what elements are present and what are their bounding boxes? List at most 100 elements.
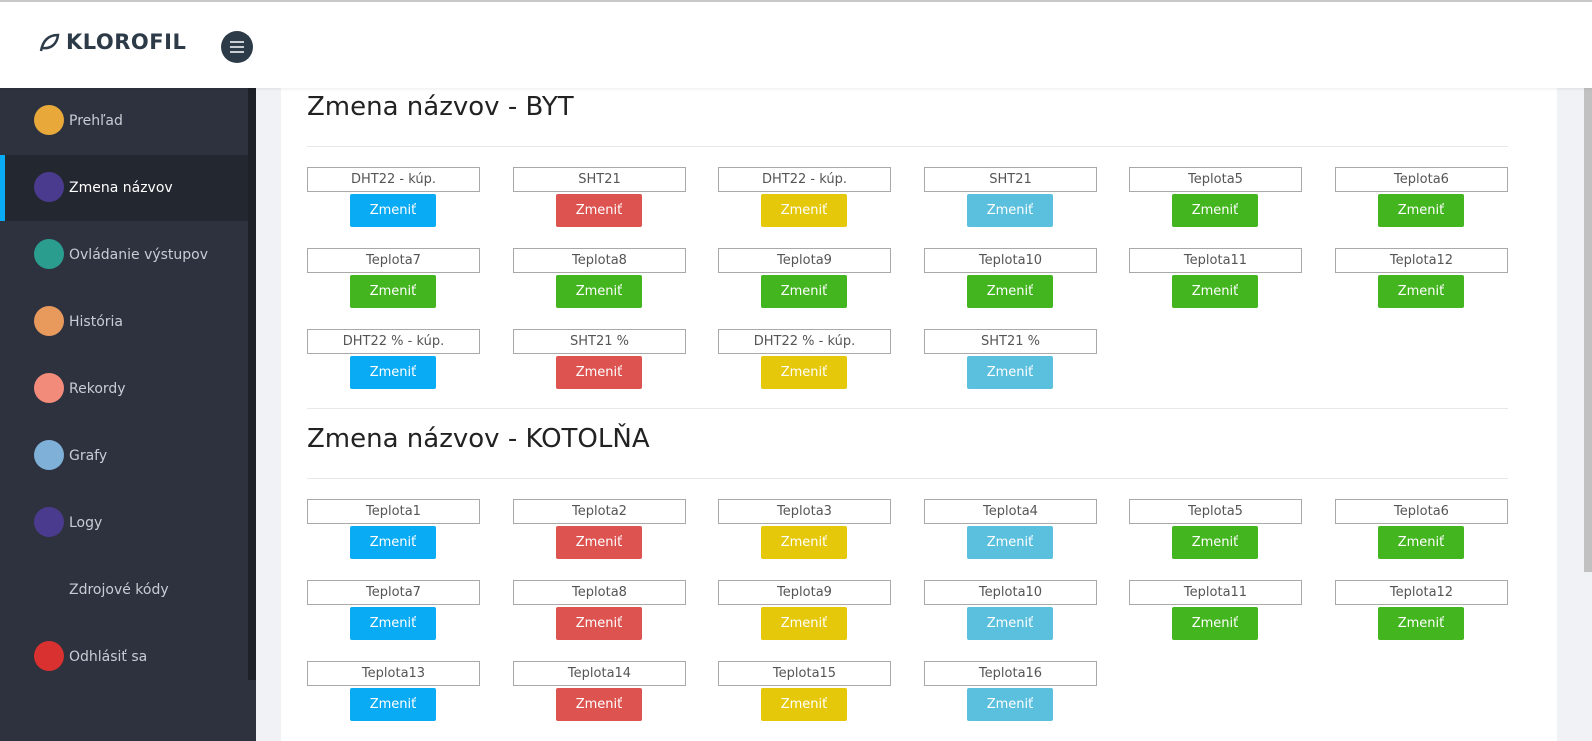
name-input[interactable]: Teplota6 bbox=[1335, 499, 1508, 524]
name-input[interactable]: Teplota8 bbox=[513, 580, 686, 605]
name-input[interactable]: Teplota10 bbox=[924, 248, 1097, 273]
name-input[interactable]: Teplota6 bbox=[1335, 167, 1508, 192]
name-input[interactable]: Teplota5 bbox=[1129, 499, 1302, 524]
name-input[interactable]: Teplota16 bbox=[924, 661, 1097, 686]
name-input[interactable]: SHT21 % bbox=[924, 329, 1097, 354]
nav-item[interactable]: Zmena názvov bbox=[0, 155, 248, 221]
divider bbox=[307, 146, 1508, 147]
name-input[interactable]: Teplota15 bbox=[718, 661, 891, 686]
nav-item[interactable]: Ovládanie výstupov bbox=[0, 222, 248, 288]
name-input[interactable]: Teplota1 bbox=[307, 499, 480, 524]
section-title: Zmena názvov - KOTOLŇA bbox=[307, 424, 650, 454]
name-input[interactable]: Teplota5 bbox=[1129, 167, 1302, 192]
name-input[interactable]: Teplota11 bbox=[1129, 580, 1302, 605]
change-button[interactable]: Zmeniť bbox=[556, 194, 642, 227]
name-input[interactable]: Teplota9 bbox=[718, 580, 891, 605]
name-input[interactable]: Teplota14 bbox=[513, 661, 686, 686]
name-input[interactable]: Teplota12 bbox=[1335, 248, 1508, 273]
change-button[interactable]: Zmeniť bbox=[350, 688, 436, 721]
change-button[interactable]: Zmeniť bbox=[967, 356, 1053, 389]
divider bbox=[307, 408, 1508, 409]
change-button[interactable]: Zmeniť bbox=[1172, 526, 1258, 559]
nav-icon bbox=[34, 306, 64, 336]
name-input[interactable]: Teplota7 bbox=[307, 580, 480, 605]
change-button[interactable]: Zmeniť bbox=[761, 194, 847, 227]
header: KLOROFIL bbox=[0, 0, 1592, 88]
nav-icon bbox=[34, 239, 64, 269]
name-input[interactable]: Teplota4 bbox=[924, 499, 1097, 524]
divider bbox=[307, 478, 1508, 479]
change-button[interactable]: Zmeniť bbox=[1378, 526, 1464, 559]
change-button[interactable]: Zmeniť bbox=[556, 688, 642, 721]
logo: KLOROFIL bbox=[66, 30, 187, 54]
nav-item[interactable]: Logy bbox=[0, 490, 248, 556]
nav-label: Grafy bbox=[69, 448, 108, 464]
change-button[interactable]: Zmeniť bbox=[1378, 275, 1464, 308]
nav-label: Odhlásiť sa bbox=[69, 649, 148, 665]
nav-item[interactable]: Rekordy bbox=[0, 356, 248, 422]
change-button[interactable]: Zmeniť bbox=[556, 607, 642, 640]
nav-label: Zdrojové kódy bbox=[69, 582, 169, 598]
change-button[interactable]: Zmeniť bbox=[350, 356, 436, 389]
nav-item[interactable]: Grafy bbox=[0, 423, 248, 489]
nav-item[interactable]: Odhlásiť sa bbox=[0, 624, 248, 690]
name-input[interactable]: Teplota12 bbox=[1335, 580, 1508, 605]
sidebar: Prehľad Zmena názvov Ovládanie výstupov His… bbox=[0, 88, 256, 741]
name-input[interactable]: DHT22 % - kúp. bbox=[307, 329, 480, 354]
nav-label: Prehľad bbox=[69, 113, 123, 129]
name-input[interactable]: Teplota13 bbox=[307, 661, 480, 686]
nav-label: Rekordy bbox=[69, 381, 126, 397]
menu-toggle[interactable] bbox=[221, 31, 253, 63]
name-input[interactable]: DHT22 % - kúp. bbox=[718, 329, 891, 354]
change-button[interactable]: Zmeniť bbox=[556, 356, 642, 389]
change-button[interactable]: Zmeniť bbox=[1172, 275, 1258, 308]
name-input[interactable]: DHT22 - kúp. bbox=[718, 167, 891, 192]
nav-item[interactable]: História bbox=[0, 289, 248, 355]
nav-icon bbox=[34, 373, 64, 403]
nav-label: Ovládanie výstupov bbox=[69, 247, 209, 263]
change-button[interactable]: Zmeniť bbox=[967, 688, 1053, 721]
nav-icon bbox=[34, 105, 64, 135]
change-button[interactable]: Zmeniť bbox=[761, 526, 847, 559]
name-input[interactable]: SHT21 bbox=[513, 167, 686, 192]
change-button[interactable]: Zmeniť bbox=[350, 607, 436, 640]
page-scrollbar bbox=[1584, 62, 1592, 572]
change-button[interactable]: Zmeniť bbox=[556, 275, 642, 308]
change-button[interactable]: Zmeniť bbox=[761, 688, 847, 721]
name-input[interactable]: Teplota10 bbox=[924, 580, 1097, 605]
content-card bbox=[281, 88, 1557, 741]
name-input[interactable]: Teplota9 bbox=[718, 248, 891, 273]
nav-icon bbox=[34, 574, 64, 604]
nav-label: Zmena názvov bbox=[69, 180, 173, 196]
change-button[interactable]: Zmeniť bbox=[350, 275, 436, 308]
name-input[interactable]: DHT22 - kúp. bbox=[307, 167, 480, 192]
nav-label: História bbox=[69, 314, 123, 330]
name-input[interactable]: Teplota8 bbox=[513, 248, 686, 273]
change-button[interactable]: Zmeniť bbox=[1172, 194, 1258, 227]
change-button[interactable]: Zmeniť bbox=[350, 194, 436, 227]
name-input[interactable]: SHT21 bbox=[924, 167, 1097, 192]
change-button[interactable]: Zmeniť bbox=[1378, 194, 1464, 227]
nav-item[interactable]: Prehľad bbox=[0, 88, 248, 154]
change-button[interactable]: Zmeniť bbox=[761, 356, 847, 389]
change-button[interactable]: Zmeniť bbox=[967, 194, 1053, 227]
nav-item[interactable]: Zdrojové kódy bbox=[0, 557, 248, 623]
change-button[interactable]: Zmeniť bbox=[1378, 607, 1464, 640]
nav-icon bbox=[34, 641, 64, 671]
nav-label: Logy bbox=[69, 515, 103, 531]
change-button[interactable]: Zmeniť bbox=[350, 526, 436, 559]
name-input[interactable]: Teplota3 bbox=[718, 499, 891, 524]
change-button[interactable]: Zmeniť bbox=[967, 526, 1053, 559]
change-button[interactable]: Zmeniť bbox=[1172, 607, 1258, 640]
nav-icon bbox=[34, 172, 64, 202]
name-input[interactable]: Teplota2 bbox=[513, 499, 686, 524]
name-input[interactable]: Teplota7 bbox=[307, 248, 480, 273]
change-button[interactable]: Zmeniť bbox=[761, 607, 847, 640]
name-input[interactable]: SHT21 % bbox=[513, 329, 686, 354]
change-button[interactable]: Zmeniť bbox=[967, 275, 1053, 308]
name-input[interactable]: Teplota11 bbox=[1129, 248, 1302, 273]
change-button[interactable]: Zmeniť bbox=[967, 607, 1053, 640]
change-button[interactable]: Zmeniť bbox=[761, 275, 847, 308]
logo-icon bbox=[39, 33, 60, 52]
change-button[interactable]: Zmeniť bbox=[556, 526, 642, 559]
